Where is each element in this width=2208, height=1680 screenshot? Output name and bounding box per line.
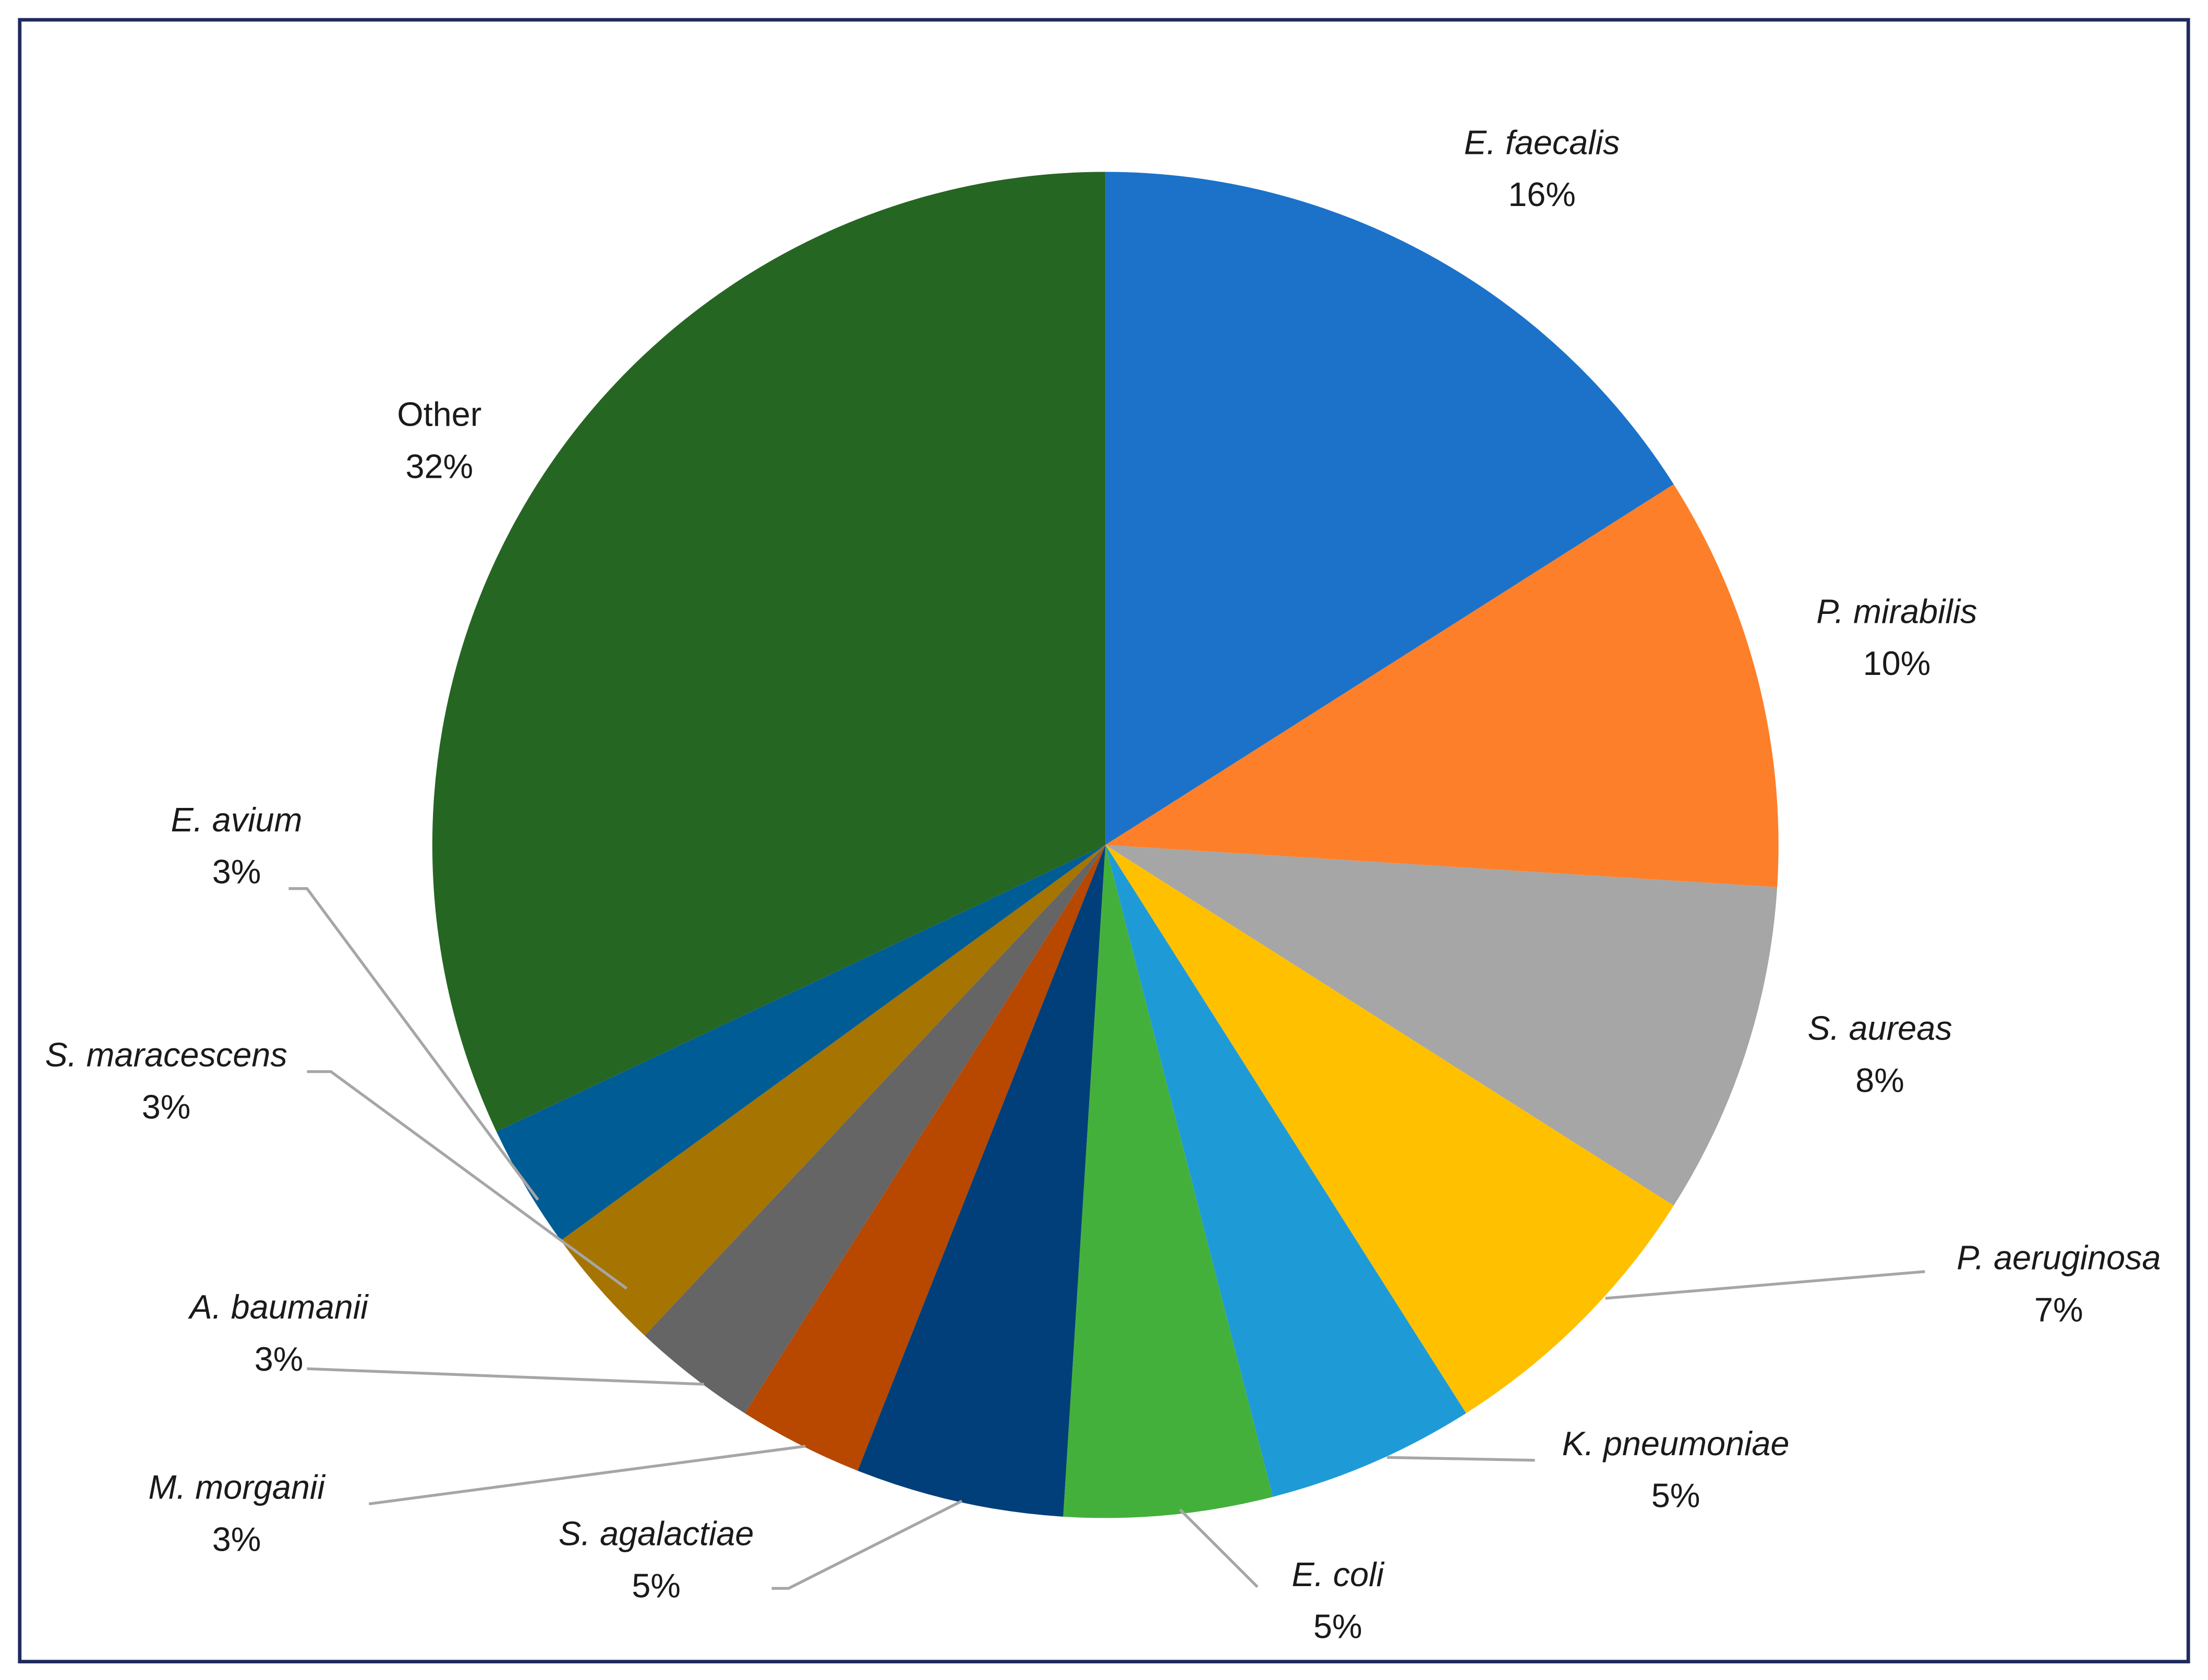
value-label: 5%: [632, 1566, 681, 1604]
leader-line: [368, 1445, 806, 1506]
pie-slice: [561, 844, 1106, 1336]
slice-label: M. morganii: [148, 1468, 325, 1506]
pie-slice: [644, 844, 1106, 1413]
slice-label: K. pneumoniae: [1562, 1424, 1790, 1463]
leader-line: [771, 1500, 963, 1590]
value-label: 5%: [1651, 1477, 1700, 1515]
slice-label: A. baumanii: [187, 1288, 369, 1326]
pie-slice: [432, 172, 1106, 1132]
leader-line: [307, 1070, 628, 1290]
pie-slice: [496, 844, 1106, 1241]
value-label: 3%: [212, 853, 261, 891]
value-label: 3%: [142, 1088, 191, 1126]
value-label: 7%: [2034, 1290, 2083, 1328]
slice-label: S. aureas: [1807, 1009, 1952, 1047]
slice-label: P. aeruginosa: [1957, 1238, 2161, 1276]
leader-line: [307, 1367, 704, 1386]
pie-slice: [1105, 844, 1674, 1413]
slice-label: E. faecalis: [1464, 123, 1620, 161]
pie-slice: [1063, 844, 1273, 1518]
value-label: 3%: [255, 1340, 304, 1378]
value-label: 3%: [212, 1520, 261, 1558]
leader-line: [1387, 1456, 1535, 1462]
slice-label: P. mirabilis: [1816, 592, 1977, 630]
slice-label: E. avium: [171, 801, 303, 839]
pie-slice: [1105, 484, 1779, 887]
chart-border: [18, 18, 2190, 1664]
value-label: 5%: [1313, 1608, 1362, 1646]
pie-slice: [1105, 844, 1466, 1497]
slice-label: S. maracescens: [45, 1036, 287, 1074]
slice-label: S. agalactiae: [559, 1515, 754, 1553]
pie-slice: [744, 844, 1106, 1471]
slice-label: E. coli: [1292, 1555, 1384, 1593]
leader-line: [288, 887, 539, 1201]
pie-slice: [1105, 172, 1674, 845]
leader-line: [1605, 1270, 1925, 1300]
slice-label: Other: [397, 395, 481, 433]
value-label: 8%: [1855, 1061, 1904, 1099]
value-label: 10%: [1863, 644, 1931, 682]
pie-slice: [858, 844, 1106, 1517]
value-label: 16%: [1508, 175, 1576, 213]
pie-slice: [1105, 844, 1778, 1206]
leader-line: [1179, 1508, 1259, 1588]
value-label: 32%: [405, 447, 473, 485]
